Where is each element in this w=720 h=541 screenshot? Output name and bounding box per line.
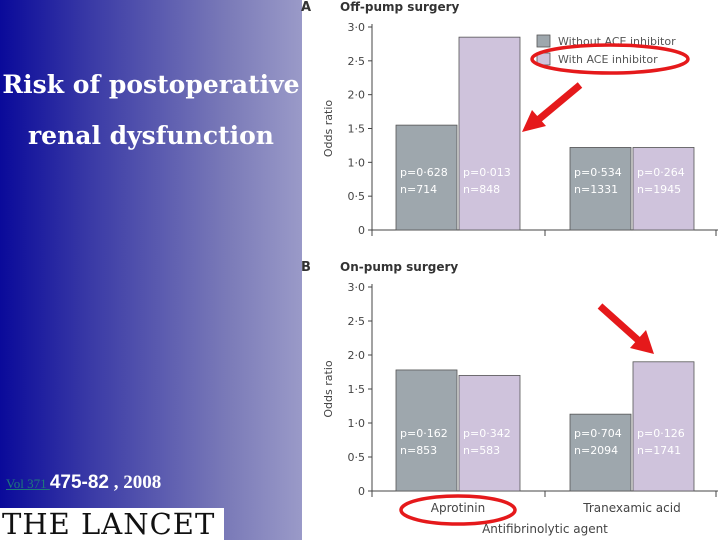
panel-a-bar-n-value: n=848 bbox=[463, 183, 500, 196]
panel-a-bar-n-value: n=1945 bbox=[637, 183, 681, 196]
panel-b-y-tick-label: 2·0 bbox=[348, 349, 366, 362]
red-arrow-shaft-b bbox=[597, 303, 641, 343]
panel-a-legend-swatch bbox=[536, 34, 551, 48]
panel-b-y-tick-label: 1·0 bbox=[348, 417, 366, 430]
journal-logo: THE LANCET bbox=[0, 508, 224, 540]
panel-a-letter: A bbox=[301, 0, 311, 15]
panel-b-bar-n-value: n=2094 bbox=[574, 444, 618, 457]
panel-a-bar-p-value: p=0·534 bbox=[574, 166, 622, 179]
panel-a-bar-p-value: p=0·013 bbox=[463, 166, 511, 179]
panel-b-category-label: Aprotinin bbox=[431, 501, 485, 515]
panel-b-bar-n-value: n=1741 bbox=[637, 444, 681, 457]
citation-separator: , bbox=[109, 472, 124, 493]
panel-b-y-tick-label: 2·5 bbox=[348, 315, 366, 328]
red-arrow-shaft-a bbox=[535, 82, 583, 123]
highlight-ellipse-aprotinin bbox=[399, 494, 517, 526]
panel-b-bar-with-ace-aprotinin bbox=[458, 374, 521, 492]
citation-year: 2008 bbox=[123, 472, 162, 493]
panel-b-y-tick-label: 0 bbox=[358, 485, 365, 498]
panel-b-bar-with-ace-tranexamic bbox=[632, 361, 695, 492]
slide-left-panel: Risk of postoperative renal dysfunction … bbox=[0, 0, 302, 540]
slide-title-line2: renal dysfunction bbox=[28, 121, 274, 150]
panel-a-bar-n-value: n=1331 bbox=[574, 183, 618, 196]
slide-title-line1: Risk of postoperative bbox=[2, 70, 300, 99]
panel-b-y-tick-label: 1·5 bbox=[348, 383, 366, 396]
panel-a-bar-p-value: p=0·628 bbox=[400, 166, 448, 179]
panel-a-y-tick-label: 1·5 bbox=[348, 123, 366, 136]
citation-pages: 475-82 bbox=[49, 472, 109, 493]
panel-b-bar-p-value: p=0·126 bbox=[637, 427, 685, 440]
panel-b-title: On-pump surgery bbox=[340, 260, 458, 274]
panel-a-bar-with-ace-aprotinin bbox=[458, 36, 521, 231]
panel-a-y-tick-label: 2·0 bbox=[348, 89, 366, 102]
panel-b-x-axis-label: Antifibrinolytic agent bbox=[482, 522, 608, 536]
panel-b-y-axis-label: Odds ratio bbox=[322, 360, 335, 417]
red-arrow-head-a bbox=[522, 110, 546, 132]
panel-b-bar-p-value: p=0·162 bbox=[400, 427, 448, 440]
panel-a-y-tick-label: 0·5 bbox=[348, 190, 366, 203]
red-arrow-head-b bbox=[630, 330, 654, 354]
panel-a-y-tick-label: 3·0 bbox=[348, 21, 366, 34]
panel-a-y-tick-label: 0 bbox=[358, 224, 365, 237]
citation: Vol 371 475-82 , 2008 bbox=[6, 472, 161, 494]
panel-b-bar-n-value: n=853 bbox=[400, 444, 437, 457]
panel-b-bar-p-value: p=0·342 bbox=[463, 427, 511, 440]
panel-a-bar-n-value: n=714 bbox=[400, 183, 437, 196]
panel-b-y-tick-label: 0·5 bbox=[348, 451, 366, 464]
highlight-ellipse-legend bbox=[530, 43, 690, 75]
odds-ratio-figure: A Off-pump surgery 0 0·5 1·0 1·5 2·0 2·5 3·0 Odds… bbox=[301, 0, 718, 536]
panel-b-letter: B bbox=[301, 260, 311, 275]
panel-a-bar-with-ace-tranexamic bbox=[632, 147, 695, 231]
panel-a-title: Off-pump surgery bbox=[340, 0, 460, 14]
panel-b-category-label: Tranexamic acid bbox=[582, 501, 680, 515]
panel-a-legend-label: With ACE inhibitor bbox=[558, 53, 658, 66]
panel-a-bar-without-ace-aprotinin bbox=[395, 124, 458, 231]
panel-a-bar-p-value: p=0·264 bbox=[637, 166, 685, 179]
panel-a-bar-without-ace-tranexamic bbox=[569, 147, 632, 231]
panel-b-bar-without-ace-aprotinin bbox=[395, 369, 458, 492]
panel-a-y-axis-label: Odds ratio bbox=[322, 100, 335, 157]
panel-b-y-tick-label: 3·0 bbox=[348, 281, 366, 294]
panel-a-y-tick-label: 2·5 bbox=[348, 55, 366, 68]
panel-a-y-tick-label: 1·0 bbox=[348, 156, 366, 169]
citation-volume-link[interactable]: Vol 371 bbox=[6, 476, 50, 491]
panel-b-bar-without-ace-tranexamic bbox=[569, 413, 632, 492]
panel-b-bar-n-value: n=583 bbox=[463, 444, 500, 457]
panel-b-bar-p-value: p=0·704 bbox=[574, 427, 622, 440]
